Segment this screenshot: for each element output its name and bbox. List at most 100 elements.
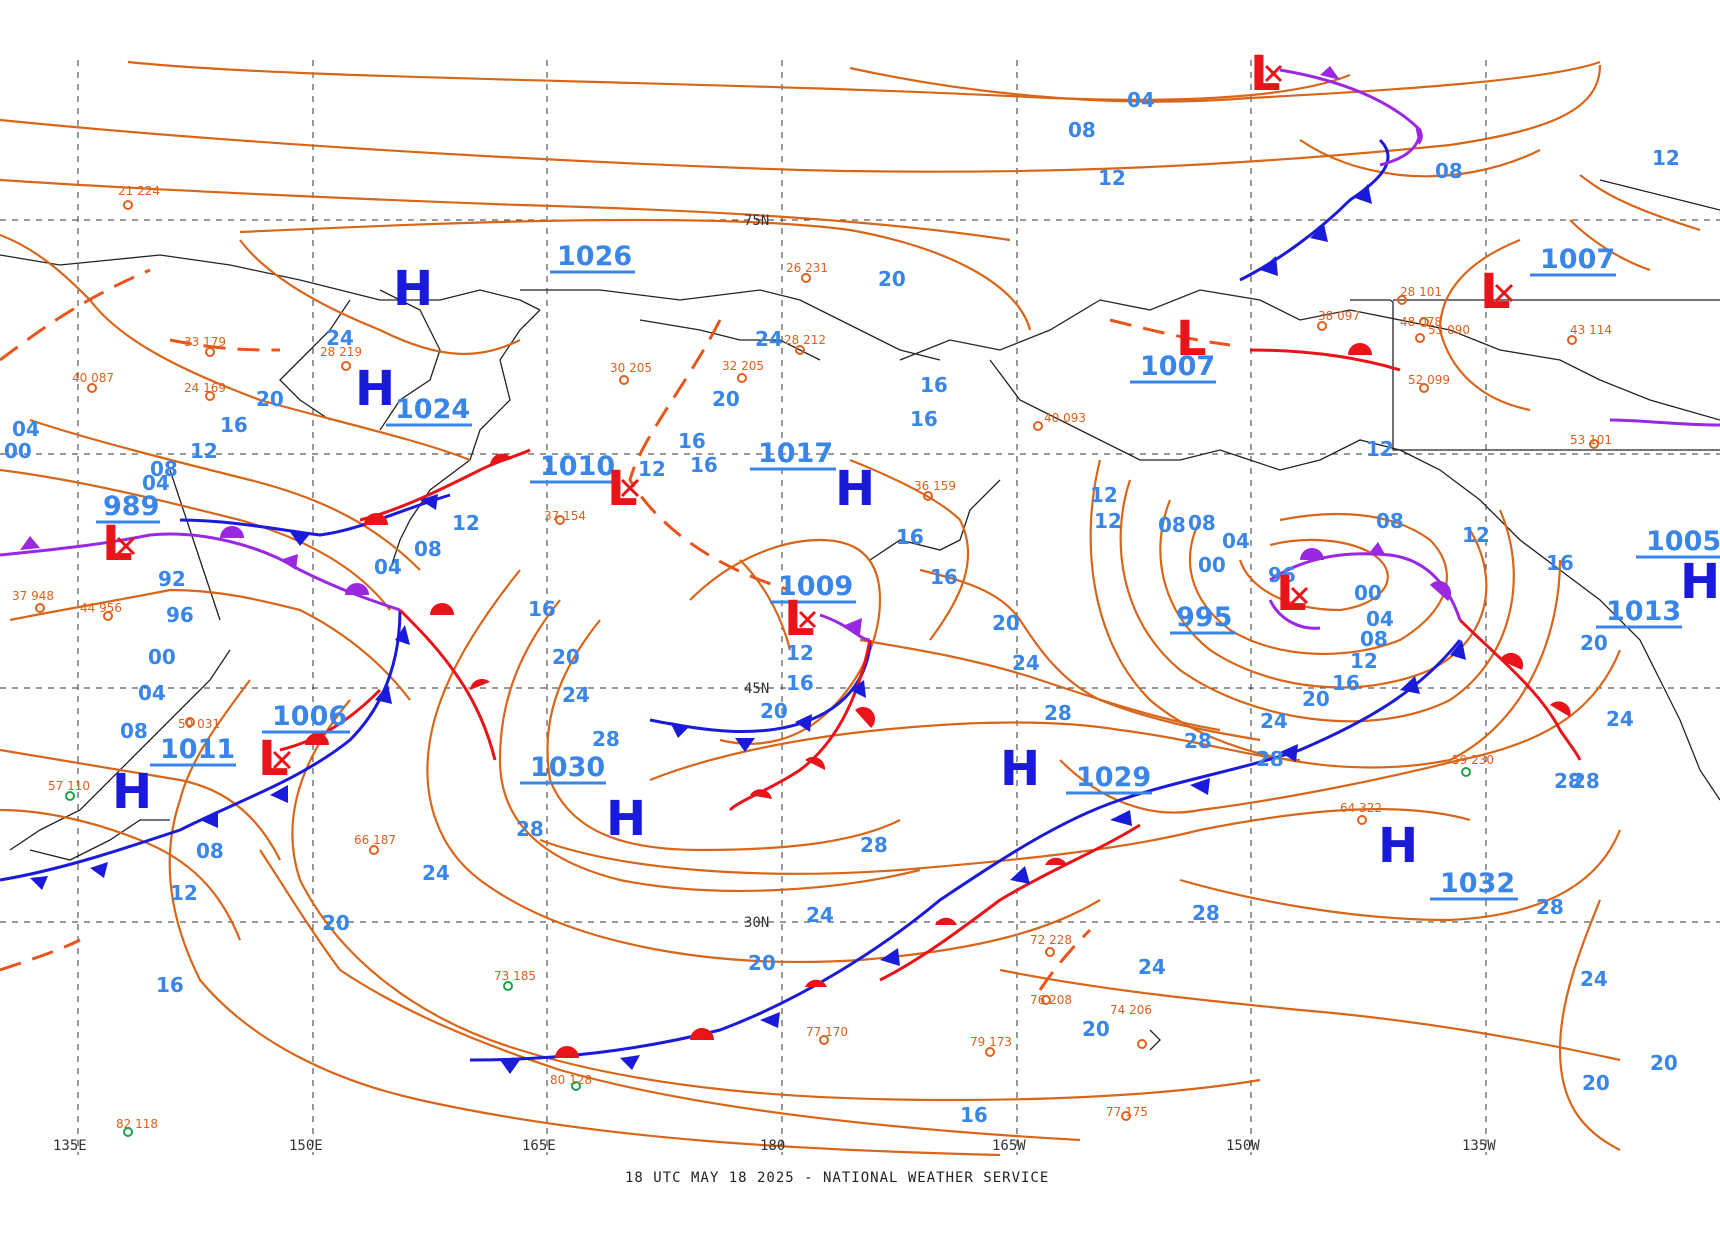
warm-front xyxy=(879,823,1141,982)
isobar-label: 04 xyxy=(374,555,402,579)
isobar-label: 08 xyxy=(150,457,178,481)
isobar-label: 08 xyxy=(1158,513,1186,537)
svg-text:36 159: 36 159 xyxy=(914,479,956,493)
isobar-label: 16 xyxy=(960,1103,988,1127)
warm-front xyxy=(1249,348,1401,372)
svg-text:53 090: 53 090 xyxy=(1428,323,1470,337)
latitude-labels: 75N 45N 30N xyxy=(744,213,769,931)
isobar-label: 20 xyxy=(1302,687,1330,711)
longitude-label: 165W xyxy=(992,1138,1026,1154)
station-plot: 40 087 xyxy=(72,371,114,393)
isobar-label: 12 xyxy=(1094,509,1122,533)
svg-text:72 228: 72 228 xyxy=(1030,933,1072,947)
svg-text:28 219: 28 219 xyxy=(320,345,362,359)
isobar-label: 20 xyxy=(878,267,906,291)
svg-text:59 230: 59 230 xyxy=(1452,753,1494,767)
isobar-label: 16 xyxy=(690,453,718,477)
pressure-value: 1009 xyxy=(778,571,853,602)
isobar-label: 24 xyxy=(1138,955,1166,979)
isobar-label: 08 xyxy=(1360,627,1388,651)
longitude-label: 180 xyxy=(760,1138,785,1154)
station-plot: 74 206 xyxy=(1110,1003,1152,1049)
isobar-label: 20 xyxy=(748,951,776,975)
isobar-label: 16 xyxy=(220,413,248,437)
station-plot: 66 187 xyxy=(354,833,396,855)
isobar-label: 00 xyxy=(1198,553,1226,577)
longitude-label: 135E xyxy=(53,1138,87,1154)
station-plot: 43 114 xyxy=(1567,323,1612,345)
isobar-label: 96 xyxy=(166,603,194,627)
high-pressure-symbol: H xyxy=(606,791,646,847)
svg-text:79 173: 79 173 xyxy=(970,1035,1012,1049)
isobar-label: 92 xyxy=(158,567,186,591)
isobar-label: 16 xyxy=(930,565,958,589)
station-plot: 82 118 xyxy=(116,1117,158,1137)
svg-text:73 185: 73 185 xyxy=(494,969,536,983)
station-plot: 21 224 xyxy=(118,184,160,210)
station-plot: 53 101 xyxy=(1570,433,1612,449)
isobar-label: 08 xyxy=(1435,159,1463,183)
isobar-label: 16 xyxy=(156,973,184,997)
svg-text:82 118: 82 118 xyxy=(116,1117,158,1131)
pressure-value: 1030 xyxy=(530,752,605,783)
map-footer: 18 UTC MAY 18 2025 - NATIONAL WEATHER SE… xyxy=(625,1170,1049,1186)
pressure-value: 989 xyxy=(103,491,159,522)
station-plot: 50 031 xyxy=(178,717,220,731)
longitude-label: 150W xyxy=(1226,1138,1260,1154)
svg-text:32 205: 32 205 xyxy=(722,359,764,373)
coastlines xyxy=(0,179,1720,1051)
pressure-value: 995 xyxy=(1176,602,1232,633)
isobar-label: 20 xyxy=(552,645,580,669)
warm-front xyxy=(279,688,382,752)
isobar-label: 28 xyxy=(516,817,544,841)
isobars xyxy=(0,60,1701,1157)
low-pressure-symbol: L xyxy=(1176,311,1207,367)
station-plot: 30 205 xyxy=(610,361,652,385)
isobar-label: 16 xyxy=(896,525,924,549)
svg-text:28 212: 28 212 xyxy=(784,333,826,347)
svg-text:24 169: 24 169 xyxy=(184,381,226,395)
pressure-value: 1013 xyxy=(1606,596,1681,627)
isobar-label: 20 xyxy=(1650,1051,1678,1075)
pressure-value: 1024 xyxy=(395,394,470,425)
station-plot: 36 159 xyxy=(914,479,956,501)
station-plot: 72 228 xyxy=(1030,933,1072,957)
cold-front xyxy=(179,493,451,537)
svg-text:52 099: 52 099 xyxy=(1408,373,1450,387)
isobar-label: 08 xyxy=(1376,509,1404,533)
isobar-label: 08 xyxy=(1068,118,1096,142)
isobar-label: 00 xyxy=(148,645,176,669)
high-pressure-symbol: H xyxy=(355,361,395,417)
pressure-value: 1006 xyxy=(272,701,347,732)
station-plot: 52 099 xyxy=(1408,373,1450,393)
isobar-label: 16 xyxy=(1546,551,1574,575)
isobar-label: 12 xyxy=(1462,523,1490,547)
high-pressure-symbol: H xyxy=(835,461,875,517)
isobar-label: 24 xyxy=(422,861,450,885)
pressure-value: 1011 xyxy=(160,734,235,765)
pressure-value: 1026 xyxy=(557,241,632,272)
svg-text:64 322: 64 322 xyxy=(1340,801,1382,815)
isobar-label: 20 xyxy=(712,387,740,411)
high-pressure-symbol: H xyxy=(1000,741,1040,797)
isobar-label: 16 xyxy=(920,373,948,397)
isobar-label: 28 xyxy=(1536,895,1564,919)
occluded-front xyxy=(1268,599,1321,630)
station-plot: 37 948 xyxy=(12,589,54,613)
isobar-label: 12 xyxy=(1350,649,1378,673)
isobar-label: 24 xyxy=(806,903,834,927)
high-pressure-symbol: H xyxy=(1680,554,1720,610)
longitude-labels: 135E 150E 165E 180 165W 150W 135W xyxy=(53,1138,1496,1154)
svg-text:50 031: 50 031 xyxy=(178,717,220,731)
svg-text:77 175: 77 175 xyxy=(1106,1105,1148,1119)
station-plot: 59 230 xyxy=(1452,753,1494,777)
isobar-label: 04 xyxy=(12,417,40,441)
svg-text:40 093: 40 093 xyxy=(1044,411,1086,425)
isobar-label: 20 xyxy=(1082,1017,1110,1041)
station-plot: 76 208 xyxy=(1030,993,1072,1007)
isobar-label: 20 xyxy=(1580,631,1608,655)
isobar-label: 28 xyxy=(860,833,888,857)
isobar-label: 24 xyxy=(755,327,783,351)
station-plot: 79 173 xyxy=(970,1035,1012,1057)
isobar-label: 08 xyxy=(414,537,442,561)
